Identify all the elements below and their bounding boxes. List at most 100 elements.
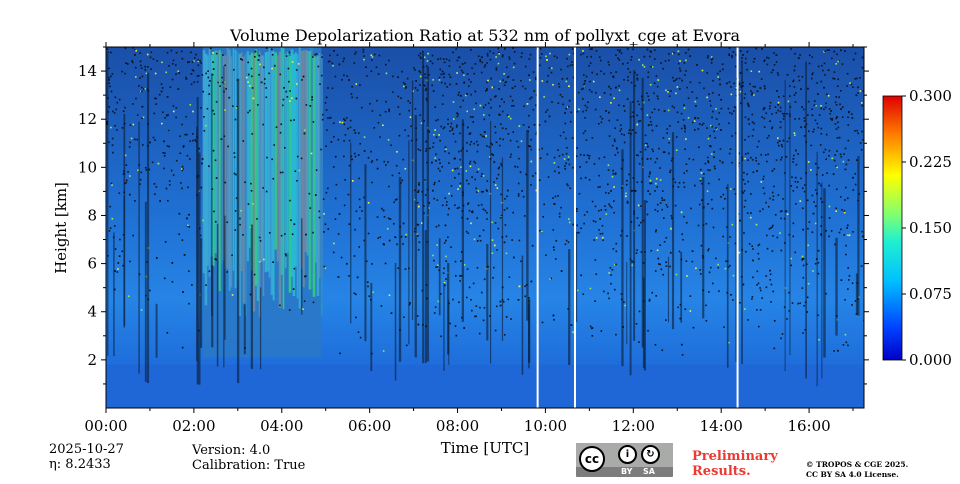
noise-pixel [425, 148, 428, 150]
noise-pixel [181, 346, 184, 349]
noise-pixel [353, 152, 356, 155]
noise-pixel [656, 85, 659, 88]
noise-pixel [308, 192, 311, 195]
noise-pixel [492, 277, 494, 279]
noise-pixel [121, 127, 124, 129]
noise-pixel [258, 54, 261, 57]
noise-pixel [437, 300, 440, 303]
noise-pixel [553, 156, 556, 159]
noise-pixel [439, 68, 442, 71]
noise-pixel [831, 117, 834, 120]
noise-pixel [489, 315, 491, 317]
noise-pixel [152, 136, 155, 139]
noise-pixel [713, 151, 715, 153]
noise-pixel [706, 127, 708, 129]
noise-pixel [851, 117, 854, 119]
noise-pixel [571, 48, 574, 50]
noise-pixel [599, 233, 602, 235]
noise-pixel [458, 173, 460, 175]
noise-pixel [528, 297, 530, 299]
noise-pixel [209, 80, 211, 82]
noise-pixel [111, 184, 113, 186]
noise-pixel [779, 110, 782, 113]
noise-pixel [351, 180, 354, 182]
noise-pixel [695, 97, 698, 99]
noise-pixel [614, 127, 617, 129]
noise-pixel [495, 67, 498, 69]
noise-pixel [442, 58, 445, 60]
noise-pixel [215, 101, 218, 103]
noise-pixel [771, 250, 774, 252]
noise-pixel [613, 138, 616, 141]
noise-pixel [762, 178, 765, 180]
noise-pixel [655, 229, 658, 231]
noise-pixel [371, 59, 373, 61]
noise-pixel [754, 85, 756, 88]
signal-streak [200, 238, 203, 348]
noise-pixel [219, 85, 221, 87]
noise-pixel [668, 152, 670, 155]
noise-pixel [643, 66, 646, 68]
noise-pixel [472, 121, 475, 123]
noise-pixel [721, 161, 724, 164]
noise-pixel [719, 159, 721, 162]
noise-pixel [650, 120, 652, 123]
noise-pixel [136, 114, 139, 116]
noise-pixel [383, 160, 386, 163]
noise-pixel [455, 126, 458, 128]
noise-pixel [605, 213, 608, 215]
noise-pixel [288, 80, 290, 83]
noise-pixel [847, 288, 849, 290]
noise-pixel [379, 136, 381, 138]
noise-pixel [762, 187, 765, 189]
noise-pixel [613, 186, 615, 188]
noise-pixel [663, 151, 666, 154]
noise-pixel [454, 140, 457, 143]
signal-streak [855, 273, 858, 315]
noise-pixel [646, 48, 649, 51]
noise-pixel [459, 185, 461, 188]
noise-pixel [416, 89, 419, 92]
noise-pixel [135, 76, 137, 78]
noise-pixel [139, 183, 141, 185]
noise-pixel [685, 260, 688, 262]
noise-pixel [676, 111, 679, 114]
noise-pixel [751, 121, 754, 123]
noise-pixel [657, 79, 660, 81]
signal-streak [789, 102, 791, 356]
noise-pixel [765, 286, 768, 289]
noise-pixel [294, 170, 297, 172]
noise-pixel [649, 179, 652, 182]
noise-pixel [832, 173, 835, 175]
noise-pixel [416, 201, 419, 204]
noise-pixel [812, 270, 814, 272]
noise-pixel [359, 142, 362, 145]
noise-pixel [545, 254, 547, 257]
noise-pixel [582, 132, 585, 135]
noise-pixel [748, 123, 751, 125]
noise-pixel [437, 167, 440, 170]
noise-pixel [811, 194, 814, 197]
noise-pixel [431, 62, 434, 65]
noise-pixel [691, 260, 694, 263]
signal-streak [138, 121, 140, 374]
noise-pixel [576, 110, 579, 113]
noise-pixel [134, 49, 137, 51]
noise-pixel [403, 316, 405, 318]
noise-pixel [473, 108, 475, 111]
noise-pixel [186, 133, 188, 136]
noise-pixel [827, 69, 830, 72]
signal-streak [414, 114, 417, 358]
noise-pixel [591, 334, 594, 337]
cloud-column [202, 50, 206, 274]
noise-pixel [693, 129, 696, 131]
noise-pixel [602, 239, 604, 242]
noise-pixel [678, 77, 681, 80]
noise-pixel [588, 157, 590, 160]
noise-pixel [144, 68, 147, 71]
noise-pixel [125, 164, 128, 166]
noise-pixel [259, 260, 261, 263]
noise-pixel [652, 150, 655, 153]
noise-pixel [828, 235, 830, 238]
noise-pixel [751, 298, 753, 300]
